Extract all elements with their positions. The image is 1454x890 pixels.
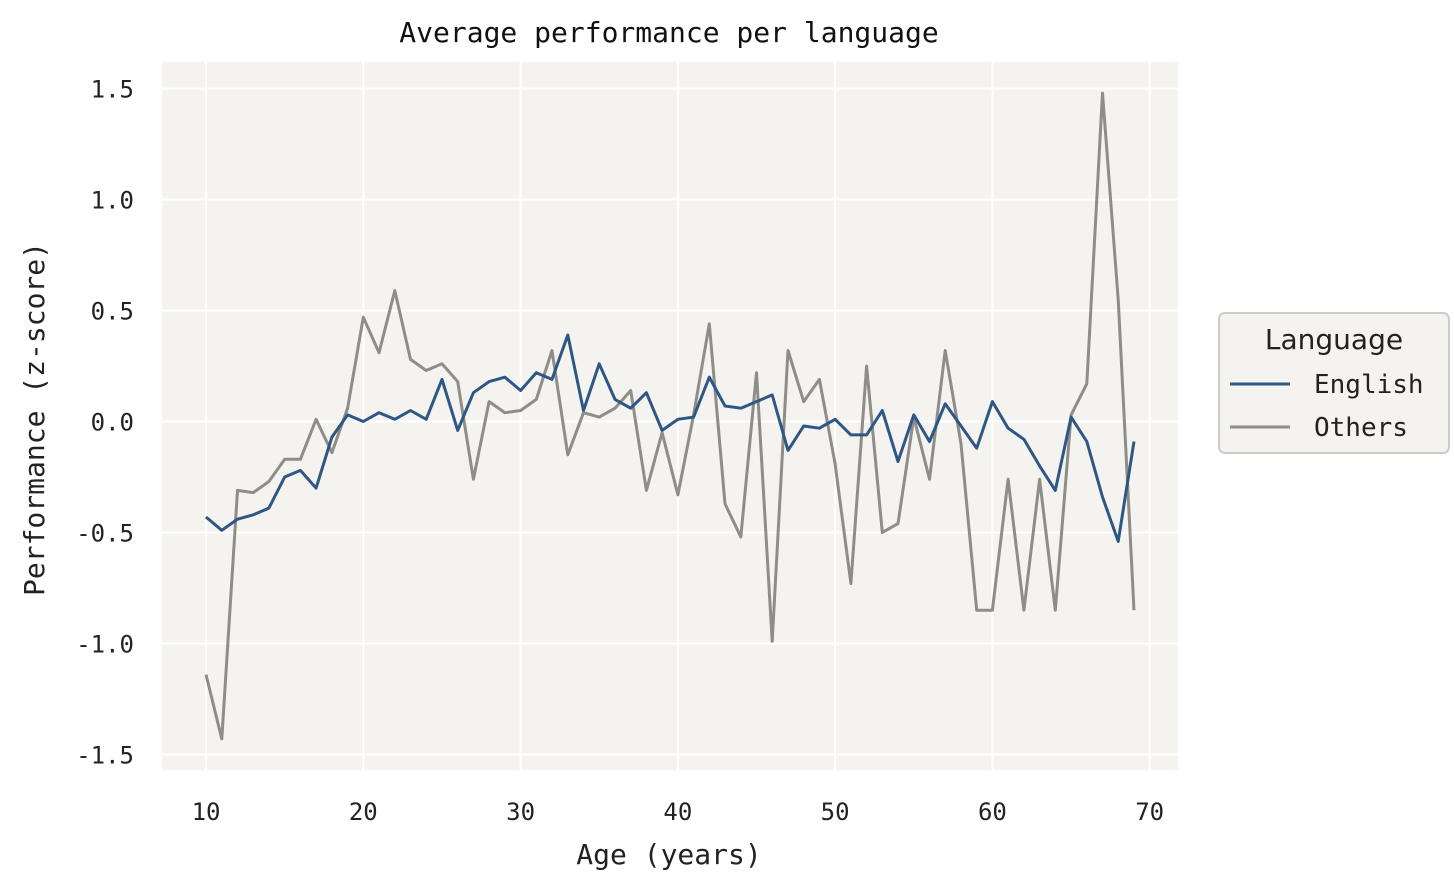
chart-title: Average performance per language bbox=[399, 16, 938, 49]
legend-box bbox=[1218, 312, 1450, 454]
legend-label-english: English bbox=[1314, 370, 1424, 400]
x-tick-label: 40 bbox=[663, 798, 692, 826]
y-tick-label: 1.5 bbox=[91, 76, 134, 104]
legend-title: Language bbox=[1265, 323, 1403, 356]
x-tick-label: 60 bbox=[978, 798, 1007, 826]
x-tick-label: 20 bbox=[349, 798, 378, 826]
y-tick-label: -0.5 bbox=[76, 520, 134, 548]
x-axis-label: Age (years) bbox=[576, 838, 761, 871]
plot-area bbox=[162, 62, 1178, 770]
x-tick-label: 10 bbox=[192, 798, 221, 826]
y-axis-label: Performance (z-score) bbox=[18, 242, 51, 596]
y-tick-label: -1.5 bbox=[76, 741, 134, 769]
x-tick-label: 70 bbox=[1135, 798, 1164, 826]
legend: Language English Others bbox=[1218, 312, 1450, 454]
y-tick-label: 1.0 bbox=[91, 187, 134, 215]
series-line-others bbox=[204, 91, 1136, 741]
x-tick-label: 30 bbox=[506, 798, 535, 826]
legend-label-others: Others bbox=[1314, 413, 1408, 443]
series-line-english bbox=[205, 333, 1136, 543]
y-tick-label: -1.0 bbox=[76, 630, 134, 658]
y-tick-label: 0.5 bbox=[91, 298, 134, 326]
y-tick-label: 0.0 bbox=[91, 409, 134, 437]
x-tick-label: 50 bbox=[821, 798, 850, 826]
